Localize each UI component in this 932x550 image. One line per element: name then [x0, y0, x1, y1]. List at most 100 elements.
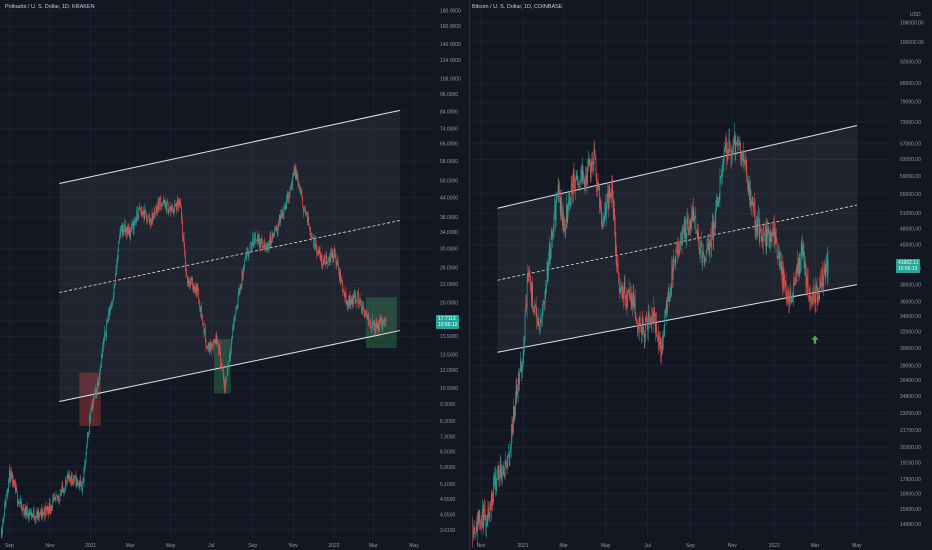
dot-candle-body [29, 511, 30, 515]
btc-candle-body [493, 482, 494, 503]
btc-candle-body [786, 296, 788, 304]
btc-candle-body [796, 272, 797, 273]
btc-candle-body [807, 277, 808, 286]
btc-candle-body [718, 200, 719, 207]
btc-candle-body [716, 199, 718, 201]
btc-candle-body [740, 157, 742, 160]
btc-candle-body [756, 224, 758, 237]
dot-candle-body [311, 236, 312, 238]
btc-candle-body [527, 273, 529, 277]
dot-candle-body [329, 257, 330, 261]
btc-candle-body [636, 319, 637, 324]
btc-candle-body [597, 181, 598, 192]
pane-divider[interactable] [469, 0, 470, 550]
btc-y-tick-label: 34000.00 [900, 314, 921, 320]
dot-candle-body [103, 338, 105, 344]
btc-candle-body [608, 190, 609, 209]
dot-candle-body [8, 478, 9, 490]
btc-candle-body [805, 261, 806, 266]
btc-candle-body [535, 304, 536, 306]
btc-candle-body [801, 244, 803, 255]
dot-y-tick-label: 124.0000 [440, 58, 461, 64]
dot-candle-body [135, 220, 136, 222]
dot-candle-body [78, 483, 79, 485]
dot-y-tick-label: 160.0000 [440, 24, 461, 30]
dot-x-tick-label: Nov [46, 543, 55, 549]
btc-candle-body [599, 207, 601, 208]
dot-candle-body [361, 306, 362, 310]
dot-candle-body [58, 496, 59, 500]
dot-candle-body [194, 286, 195, 291]
dot-candle-body [21, 507, 23, 509]
dot-candle-body [262, 243, 263, 247]
btc-currency-label: USD [910, 12, 921, 18]
btc-candle-body [674, 259, 675, 261]
btc-chart-svg[interactable]: 14980.00 15900.00 16900.00 17900.00 19100.00… [470, 0, 932, 550]
dot-y-tick-label: 38.0000 [440, 215, 458, 221]
btc-candle-body [504, 461, 506, 478]
btc-candle-body [626, 304, 628, 307]
dot-candle-body [244, 259, 245, 267]
dot-candle-body [117, 259, 118, 265]
btc-candle-body [588, 159, 589, 165]
dot-candle-body [304, 209, 305, 211]
dot-candle-body [348, 301, 349, 305]
dot-candle-body [353, 298, 354, 305]
btc-candle-body [707, 242, 709, 244]
dot-y-tick-label: 20.0000 [440, 300, 458, 306]
dot-candle-body [369, 322, 370, 325]
btc-candle-body [729, 139, 730, 145]
btc-candle-body [621, 286, 622, 288]
dot-candle-body [33, 510, 35, 519]
btc-candle-body [820, 278, 821, 287]
chart-pane-btc[interactable]: 14980.00 15900.00 16900.00 17900.00 19100.00… [470, 0, 932, 550]
btc-candle-body [711, 233, 712, 247]
dot-candle-body [313, 238, 314, 246]
btc-candle-body [583, 180, 585, 186]
dot-candle-body [127, 227, 128, 235]
dot-candle-body [31, 514, 33, 517]
dot-candle-body [11, 475, 13, 477]
btc-candle-body [515, 386, 517, 396]
btc-candle-body [827, 255, 828, 276]
btc-y-tick-label: 108000.00 [900, 20, 924, 26]
dot-candle-body [118, 241, 119, 250]
dot-candle-body [379, 320, 380, 332]
dot-candle-body [90, 411, 91, 417]
btc-candle-body [581, 167, 583, 181]
dot-chart-svg[interactable]: 3.6100 4.0500 4.5500 5.1000 5.8000 6.5000 7.30… [0, 0, 470, 550]
dot-y-tick-label: 66.0000 [440, 142, 458, 148]
btc-x-tick-label: Sep [686, 543, 695, 549]
dot-candle-body [149, 216, 150, 222]
btc-candle-body [765, 227, 767, 249]
chart-pane-dot[interactable]: 3.6100 4.0500 4.5500 5.1000 5.8000 6.5000 7.30… [0, 0, 470, 550]
btc-candle-body [545, 290, 547, 293]
dot-channel-lower [59, 330, 401, 402]
dot-candle-body [5, 496, 7, 506]
dot-candle-body [97, 382, 99, 386]
dot-candle-body [243, 267, 244, 276]
btc-candle-body [501, 474, 502, 480]
dot-candle-body [207, 347, 209, 349]
btc-candle-body [590, 171, 592, 178]
btc-candle-body [661, 345, 663, 349]
dot-candle-body [185, 267, 187, 272]
btc-channel-mid [497, 204, 858, 281]
dot-candle-body [107, 319, 109, 321]
btc-candle-body [594, 149, 595, 155]
btc-candle-body [664, 310, 666, 326]
dot-y-tick-label: 23.0000 [440, 282, 458, 288]
dot-candle-body [317, 249, 319, 254]
dot-candle-body [223, 376, 225, 385]
dot-countdown: 10:56:12 [438, 321, 458, 328]
dot-y-tick-label: 4.5500 [440, 497, 456, 503]
dot-candle-body [221, 363, 223, 368]
btc-candle-body [800, 261, 801, 272]
btc-candle-body [605, 202, 606, 216]
btc-candle-body [544, 290, 546, 304]
dot-candle-body [337, 260, 339, 266]
dot-candle-body [13, 480, 14, 487]
dot-candle-body [21, 500, 22, 508]
btc-candle-body [783, 269, 785, 285]
btc-candle-body [724, 150, 726, 152]
